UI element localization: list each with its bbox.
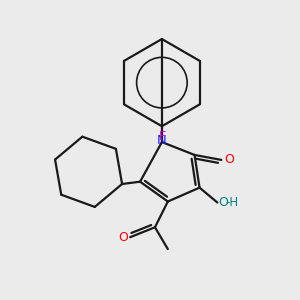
Text: O: O [118, 231, 128, 244]
Text: O: O [218, 196, 228, 209]
Text: N: N [157, 134, 167, 147]
Text: O: O [224, 153, 234, 167]
Text: F: F [158, 130, 166, 143]
Text: -H: -H [225, 196, 239, 209]
